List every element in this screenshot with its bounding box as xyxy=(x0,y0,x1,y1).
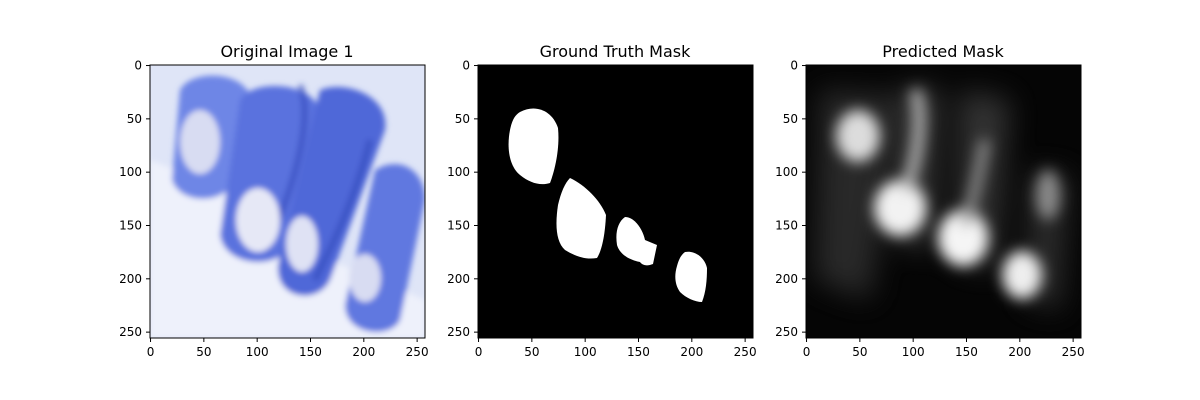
title-ground-truth-mask: Ground Truth Mask xyxy=(540,42,692,61)
x-tick-label: 250 xyxy=(734,345,757,359)
y-tick-label: 250 xyxy=(447,325,470,339)
x-tick-label: 150 xyxy=(299,345,322,359)
y-tick-label: 100 xyxy=(775,165,798,179)
axes-frame-2 xyxy=(477,64,754,339)
y-tick-label: 50 xyxy=(455,112,470,126)
title-predicted-mask: Predicted Mask xyxy=(882,42,1004,61)
x-tick-label: 250 xyxy=(406,345,429,359)
y-tick-label: 200 xyxy=(775,272,798,286)
axis-ticks-1: 0 50 100 150 200 250 0 50 100 150 200 250 xyxy=(119,59,428,359)
y-tick-label: 0 xyxy=(134,59,142,73)
binary-mask-image xyxy=(478,65,753,338)
y-tick-label: 0 xyxy=(790,59,798,73)
x-tick-label: 0 xyxy=(803,345,811,359)
y-tick-label: 150 xyxy=(775,218,798,232)
y-tick-label: 200 xyxy=(119,272,142,286)
y-tick-label: 250 xyxy=(775,325,798,339)
x-tick-label: 250 xyxy=(1062,345,1085,359)
panel-ground-truth-mask: Ground Truth Mask 0 50 100 150 200 250 0 50 100 1… xyxy=(447,42,756,359)
x-tick-label: 200 xyxy=(352,345,375,359)
y-tick-label: 150 xyxy=(119,218,142,232)
x-tick-label: 200 xyxy=(680,345,703,359)
x-tick-label: 50 xyxy=(196,345,211,359)
title-original-image: Original Image 1 xyxy=(220,42,353,61)
x-tick-label: 0 xyxy=(475,345,483,359)
x-tick-label: 200 xyxy=(1008,345,1031,359)
axes-frame-3 xyxy=(805,64,1082,339)
y-tick-label: 200 xyxy=(447,272,470,286)
x-tick-label: 150 xyxy=(627,345,650,359)
axes-frame-1 xyxy=(149,64,426,339)
axis-ticks-2: 0 50 100 150 200 250 0 50 100 150 200 250 xyxy=(447,59,756,359)
x-tick-label: 100 xyxy=(902,345,925,359)
axis-ticks-3: 0 50 100 150 200 250 0 50 100 150 200 250 xyxy=(775,59,1084,359)
y-tick-label: 50 xyxy=(783,112,798,126)
x-tick-label: 100 xyxy=(246,345,269,359)
x-tick-label: 100 xyxy=(574,345,597,359)
x-tick-label: 0 xyxy=(147,345,155,359)
panel-predicted-mask: Predicted Mask 0 50 100 150 200 250 0 50 100 150 2… xyxy=(775,42,1084,359)
y-tick-label: 0 xyxy=(462,59,470,73)
panel-original-image: Original Image 1 xyxy=(119,42,428,359)
photo-hand-nails xyxy=(150,65,425,338)
y-tick-label: 100 xyxy=(447,165,470,179)
x-tick-label: 50 xyxy=(524,345,539,359)
y-tick-label: 100 xyxy=(119,165,142,179)
soft-mask-image xyxy=(806,65,1081,338)
x-tick-label: 150 xyxy=(955,345,978,359)
x-tick-label: 50 xyxy=(852,345,867,359)
y-tick-label: 250 xyxy=(119,325,142,339)
y-tick-label: 150 xyxy=(447,218,470,232)
y-tick-label: 50 xyxy=(127,112,142,126)
